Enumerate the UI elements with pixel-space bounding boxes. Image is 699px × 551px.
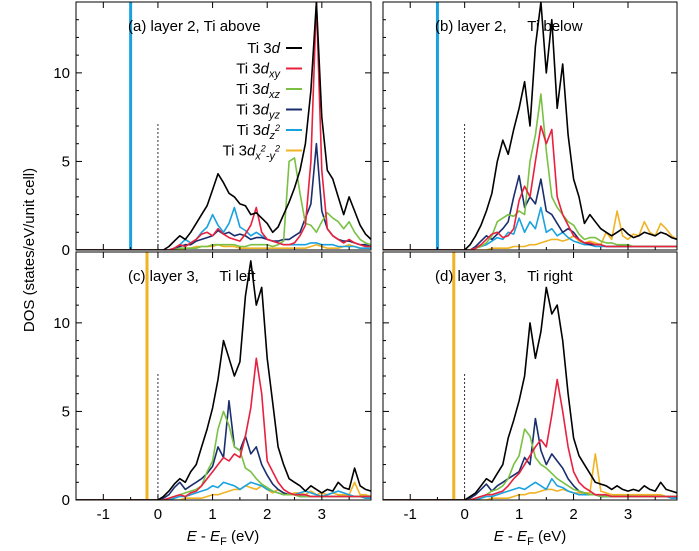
panel-label: (c) layer 3, Ti left xyxy=(128,268,256,285)
series-z2 xyxy=(383,206,677,250)
series-x2y2 xyxy=(383,210,677,250)
panel-frame xyxy=(75,251,372,501)
x-tick-label: 3 xyxy=(624,506,632,523)
panel-d: -1 0 1 2 3 (d) layer 3, Ti right xyxy=(382,251,678,523)
series-yz xyxy=(383,417,677,500)
legend-label: Ti 3dxz xyxy=(236,81,280,101)
plot-area xyxy=(383,2,677,250)
series-x2y2 xyxy=(76,481,371,500)
x-tick-label: -1 xyxy=(97,506,110,523)
y-axis-title: DOS (states/eV/unit cell) xyxy=(21,168,38,332)
x-axis-title: E - EF (eV) xyxy=(187,528,260,548)
series-xz xyxy=(76,157,371,250)
plot-area xyxy=(76,2,371,250)
panel-c: -1 0 1 2 3 0 5 10 (c) layer 3, Ti left xyxy=(53,251,372,523)
series-xy xyxy=(76,357,371,500)
legend-entry: Ti 3dxz xyxy=(236,81,302,101)
panel-label: (b) layer 2, Ti below xyxy=(435,18,583,35)
legend-label: Ti 3dz2 xyxy=(237,122,280,142)
x-tick-label: 3 xyxy=(318,506,326,523)
y-tick-label: 5 xyxy=(62,403,70,420)
series-xy xyxy=(383,378,677,500)
panel-label: (a) layer 2, Ti above xyxy=(128,18,261,35)
series-ti-3d xyxy=(76,2,371,250)
plot-area xyxy=(76,252,371,500)
series-xy xyxy=(383,125,677,250)
plot-area xyxy=(383,252,677,500)
series-ti-3d xyxy=(383,2,677,250)
y-tick-label: 10 xyxy=(53,65,70,82)
x-axis-titles: E - EF (eV) E - EF (eV) xyxy=(187,528,567,548)
legend-label: Ti 3dyz xyxy=(236,102,280,122)
y-tick-label: 0 xyxy=(62,492,70,509)
x-tick-label: 2 xyxy=(569,506,577,523)
legend-entry: Ti 3d xyxy=(247,40,302,57)
x-tick-label: -1 xyxy=(404,506,417,523)
series-xy xyxy=(76,2,371,250)
x-tick-label: 2 xyxy=(263,506,271,523)
series-yz xyxy=(76,399,371,500)
panel-label: (d) layer 3, Ti right xyxy=(435,268,573,285)
panel-b: (b) layer 2, Ti below xyxy=(382,1,678,251)
series-ti-3d xyxy=(76,260,371,500)
x-tick-label: 1 xyxy=(515,506,523,523)
panel-a: 0 5 10 (a) layer 2, Ti above xyxy=(53,1,372,259)
legend-entry: Ti 3dyz xyxy=(236,102,302,122)
legend-entry: Ti 3dz2 xyxy=(237,122,302,142)
y-tick-label: 10 xyxy=(53,315,70,332)
x-axis-title: E - EF (eV) xyxy=(494,528,567,548)
legend-label: Ti 3dxy xyxy=(236,61,281,81)
y-tick-label: 0 xyxy=(62,242,70,259)
x-tick-label: 1 xyxy=(208,506,216,523)
legend-label: Ti 3dx2-y2 xyxy=(223,143,281,163)
series-z2 xyxy=(76,481,371,500)
series-yz xyxy=(383,174,677,250)
series-ti-3d xyxy=(383,286,677,500)
legend-entry: Ti 3dx2-y2 xyxy=(223,143,302,163)
x-tick-label: 0 xyxy=(154,506,162,523)
legend-label: Ti 3d xyxy=(247,40,280,57)
x-tick-label: 0 xyxy=(460,506,468,523)
y-tick-label: 5 xyxy=(62,153,70,170)
legend-entry: Ti 3dxy xyxy=(236,61,302,81)
